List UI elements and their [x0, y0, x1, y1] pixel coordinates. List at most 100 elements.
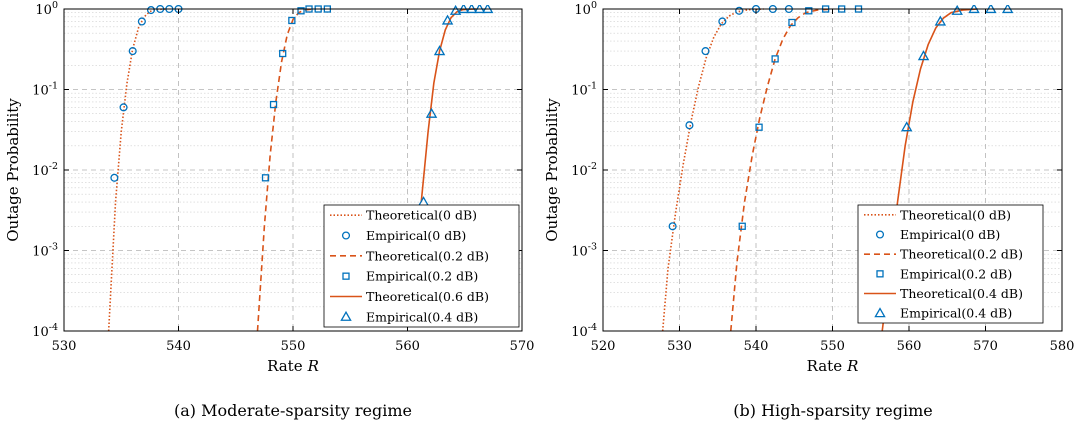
series-line-0 [107, 8, 168, 332]
y-tick-exponent: -3 [588, 242, 597, 253]
y-tick-label: 100 [35, 0, 58, 18]
y-tick-exponent: -2 [588, 161, 597, 172]
legend-label: Theoretical(0.2 dB) [900, 247, 1023, 262]
legend-entry: Theoretical(0.2 dB) [864, 247, 1023, 262]
legend: Theoretical(0 dB) Empirical(0 dB) Theoreti… [857, 204, 1044, 324]
legend: Theoretical(0 dB) Empirical(0 dB) Theoreti… [323, 204, 520, 328]
data-point [261, 174, 270, 182]
legend-marker-swatch [874, 307, 886, 318]
data-point [110, 173, 119, 182]
x-tick-label: 560 [897, 339, 922, 354]
data-point [146, 6, 156, 15]
series-markers-1 [668, 5, 793, 231]
legend-entry: Theoretical(0 dB) [864, 207, 1011, 222]
data-point [968, 5, 980, 14]
data-point [685, 121, 694, 130]
y-tick-base: 10 [32, 84, 49, 99]
data-point [771, 55, 779, 63]
series-markers-1 [110, 5, 183, 182]
y-tick-label: 10-2 [571, 161, 597, 179]
data-point [128, 47, 137, 56]
series-markers-5 [417, 5, 494, 207]
y-tick-base: 10 [571, 84, 588, 99]
data-point [473, 5, 486, 14]
data-point [668, 222, 677, 231]
legend-label: Theoretical(0 dB) [900, 207, 1011, 222]
x-tick-label: 570 [973, 339, 998, 354]
legend-entry: Empirical(0 dB) [341, 228, 466, 243]
legend-marker-swatch [342, 272, 350, 280]
y-tick-label: 10-4 [32, 322, 58, 340]
figure-caption: (a) Moderate-sparsity regime [174, 401, 412, 420]
series-line-4 [420, 8, 477, 203]
series-line-0 [661, 8, 764, 332]
data-point [417, 196, 430, 207]
data-point [449, 5, 462, 15]
legend-label: Empirical(0.2 dB) [366, 269, 478, 284]
y-tick-exponent: -1 [49, 81, 58, 92]
legend-box [857, 204, 1044, 324]
legend-label: Empirical(0 dB) [366, 228, 466, 243]
data-point [441, 14, 454, 25]
data-point [701, 47, 710, 56]
y-tick-label: 10-2 [32, 161, 58, 179]
x-axis-label-variable: R [846, 357, 858, 375]
data-point [951, 5, 963, 15]
legend-entry: Theoretical(0.2 dB) [330, 248, 489, 263]
legend-entry: Theoretical(0.6 dB) [330, 289, 489, 304]
data-point [805, 7, 813, 15]
y-axis-label: Outage Probability [543, 98, 561, 242]
y-tick-base: 10 [32, 245, 49, 260]
legend-marker-swatch [340, 310, 352, 321]
legend-label: Empirical(0.2 dB) [900, 266, 1012, 281]
data-point [900, 121, 913, 132]
y-tick-label: 10-4 [571, 322, 597, 340]
y-tick-base: 10 [571, 245, 588, 260]
y-tick-label: 10-1 [571, 81, 597, 99]
y-tick-base: 10 [35, 3, 52, 18]
x-tick-label: 570 [510, 339, 535, 354]
y-tick-base: 10 [571, 325, 588, 340]
legend-entry: Empirical(0.4 dB) [874, 306, 1012, 321]
data-point [269, 100, 278, 109]
x-tick-label: 530 [52, 339, 77, 354]
series-markers-3 [738, 5, 863, 230]
data-point [934, 15, 947, 26]
x-axis-label-text: Rate [807, 357, 843, 375]
y-tick-exponent: -3 [49, 242, 58, 253]
data-point [1001, 5, 1014, 14]
data-point [457, 5, 470, 14]
data-point [917, 50, 930, 61]
legend-label: Theoretical(0.2 dB) [366, 248, 489, 263]
x-tick-label: 550 [820, 339, 845, 354]
data-point [279, 49, 287, 58]
legend-marker-swatch [341, 231, 351, 240]
legend-label: Empirical(0.4 dB) [366, 309, 478, 324]
x-tick-label: 540 [166, 339, 191, 354]
x-axis-label-text: Rate [267, 357, 303, 375]
data-point [433, 45, 446, 56]
y-tick-base: 10 [571, 164, 588, 179]
y-tick-label: 10-1 [32, 81, 58, 99]
data-point [297, 7, 305, 15]
data-point [755, 123, 763, 131]
legend-entry: Empirical(0.4 dB) [340, 309, 478, 324]
y-tick-label: 100 [574, 0, 597, 18]
y-tick-exponent: 0 [591, 0, 597, 11]
x-tick-label: 530 [667, 339, 692, 354]
legend-label: Theoretical(0.4 dB) [900, 286, 1023, 301]
legend-label: Empirical(0 dB) [900, 227, 1000, 242]
data-point [425, 107, 438, 118]
legend-label: Theoretical(0.6 dB) [366, 289, 489, 304]
legend-label: Theoretical(0 dB) [366, 208, 477, 223]
legend-marker-swatch [876, 270, 884, 278]
legend-marker-swatch [875, 230, 885, 239]
x-tick-label: 540 [744, 339, 769, 354]
x-tick-label: 550 [281, 339, 306, 354]
legend-entry: Empirical(0.2 dB) [342, 269, 478, 284]
y-tick-exponent: -1 [588, 81, 597, 92]
